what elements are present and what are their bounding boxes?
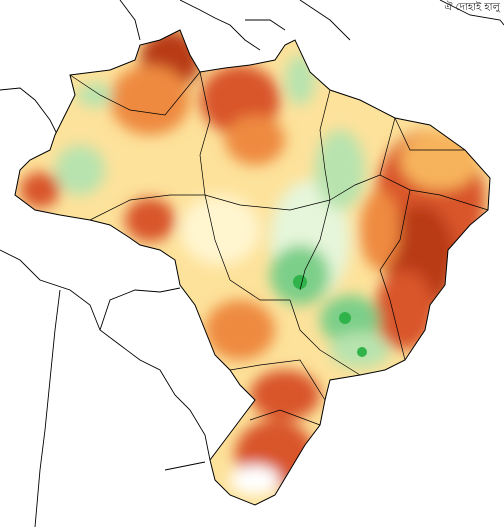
state-borders [69,71,489,426]
corner-note: ঐ দোহাই হালু [444,2,500,13]
